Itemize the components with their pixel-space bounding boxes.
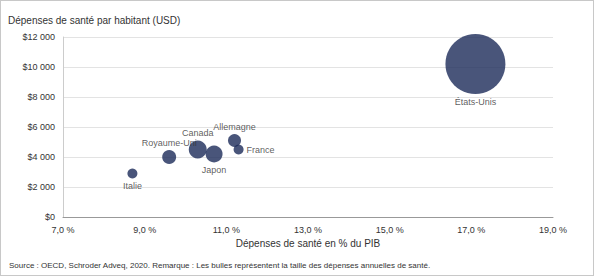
- svg-text:$10 000: $10 000: [22, 62, 55, 72]
- svg-text:Allemagne: Allemagne: [213, 122, 256, 132]
- svg-text:France: France: [247, 145, 275, 155]
- svg-text:Dépenses de santé par habitant: Dépenses de santé par habitant (USD): [8, 15, 180, 26]
- svg-text:$0: $0: [45, 212, 55, 222]
- svg-text:Canada: Canada: [182, 128, 214, 138]
- svg-text:$2 000: $2 000: [27, 182, 55, 192]
- svg-text:Italie: Italie: [123, 181, 142, 191]
- svg-text:$4 000: $4 000: [27, 152, 55, 162]
- svg-text:7,0 %: 7,0 %: [51, 225, 74, 235]
- svg-text:Dépenses de santé en % du PIB: Dépenses de santé en % du PIB: [236, 238, 381, 249]
- svg-text:11,0 %: 11,0 %: [213, 225, 240, 235]
- svg-text:$12 000: $12 000: [22, 32, 55, 42]
- svg-text:9,0 %: 9,0 %: [133, 225, 156, 235]
- svg-text:$8 000: $8 000: [27, 92, 55, 102]
- svg-text:17,0 %: 17,0 %: [457, 225, 485, 235]
- svg-text:Source : OECD, Schroder Adveq,: Source : OECD, Schroder Adveq, 2020. Rem…: [9, 261, 430, 270]
- svg-text:Royaume-Uni: Royaume-Uni: [142, 138, 197, 148]
- svg-text:$6 000: $6 000: [27, 122, 55, 132]
- svg-text:19,0 %: 19,0 %: [539, 225, 567, 235]
- svg-text:13,0 %: 13,0 %: [294, 225, 322, 235]
- svg-text:Japon: Japon: [202, 165, 227, 175]
- svg-text:15,0 %: 15,0 %: [376, 225, 404, 235]
- svg-text:États-Unis: États-Unis: [455, 97, 497, 107]
